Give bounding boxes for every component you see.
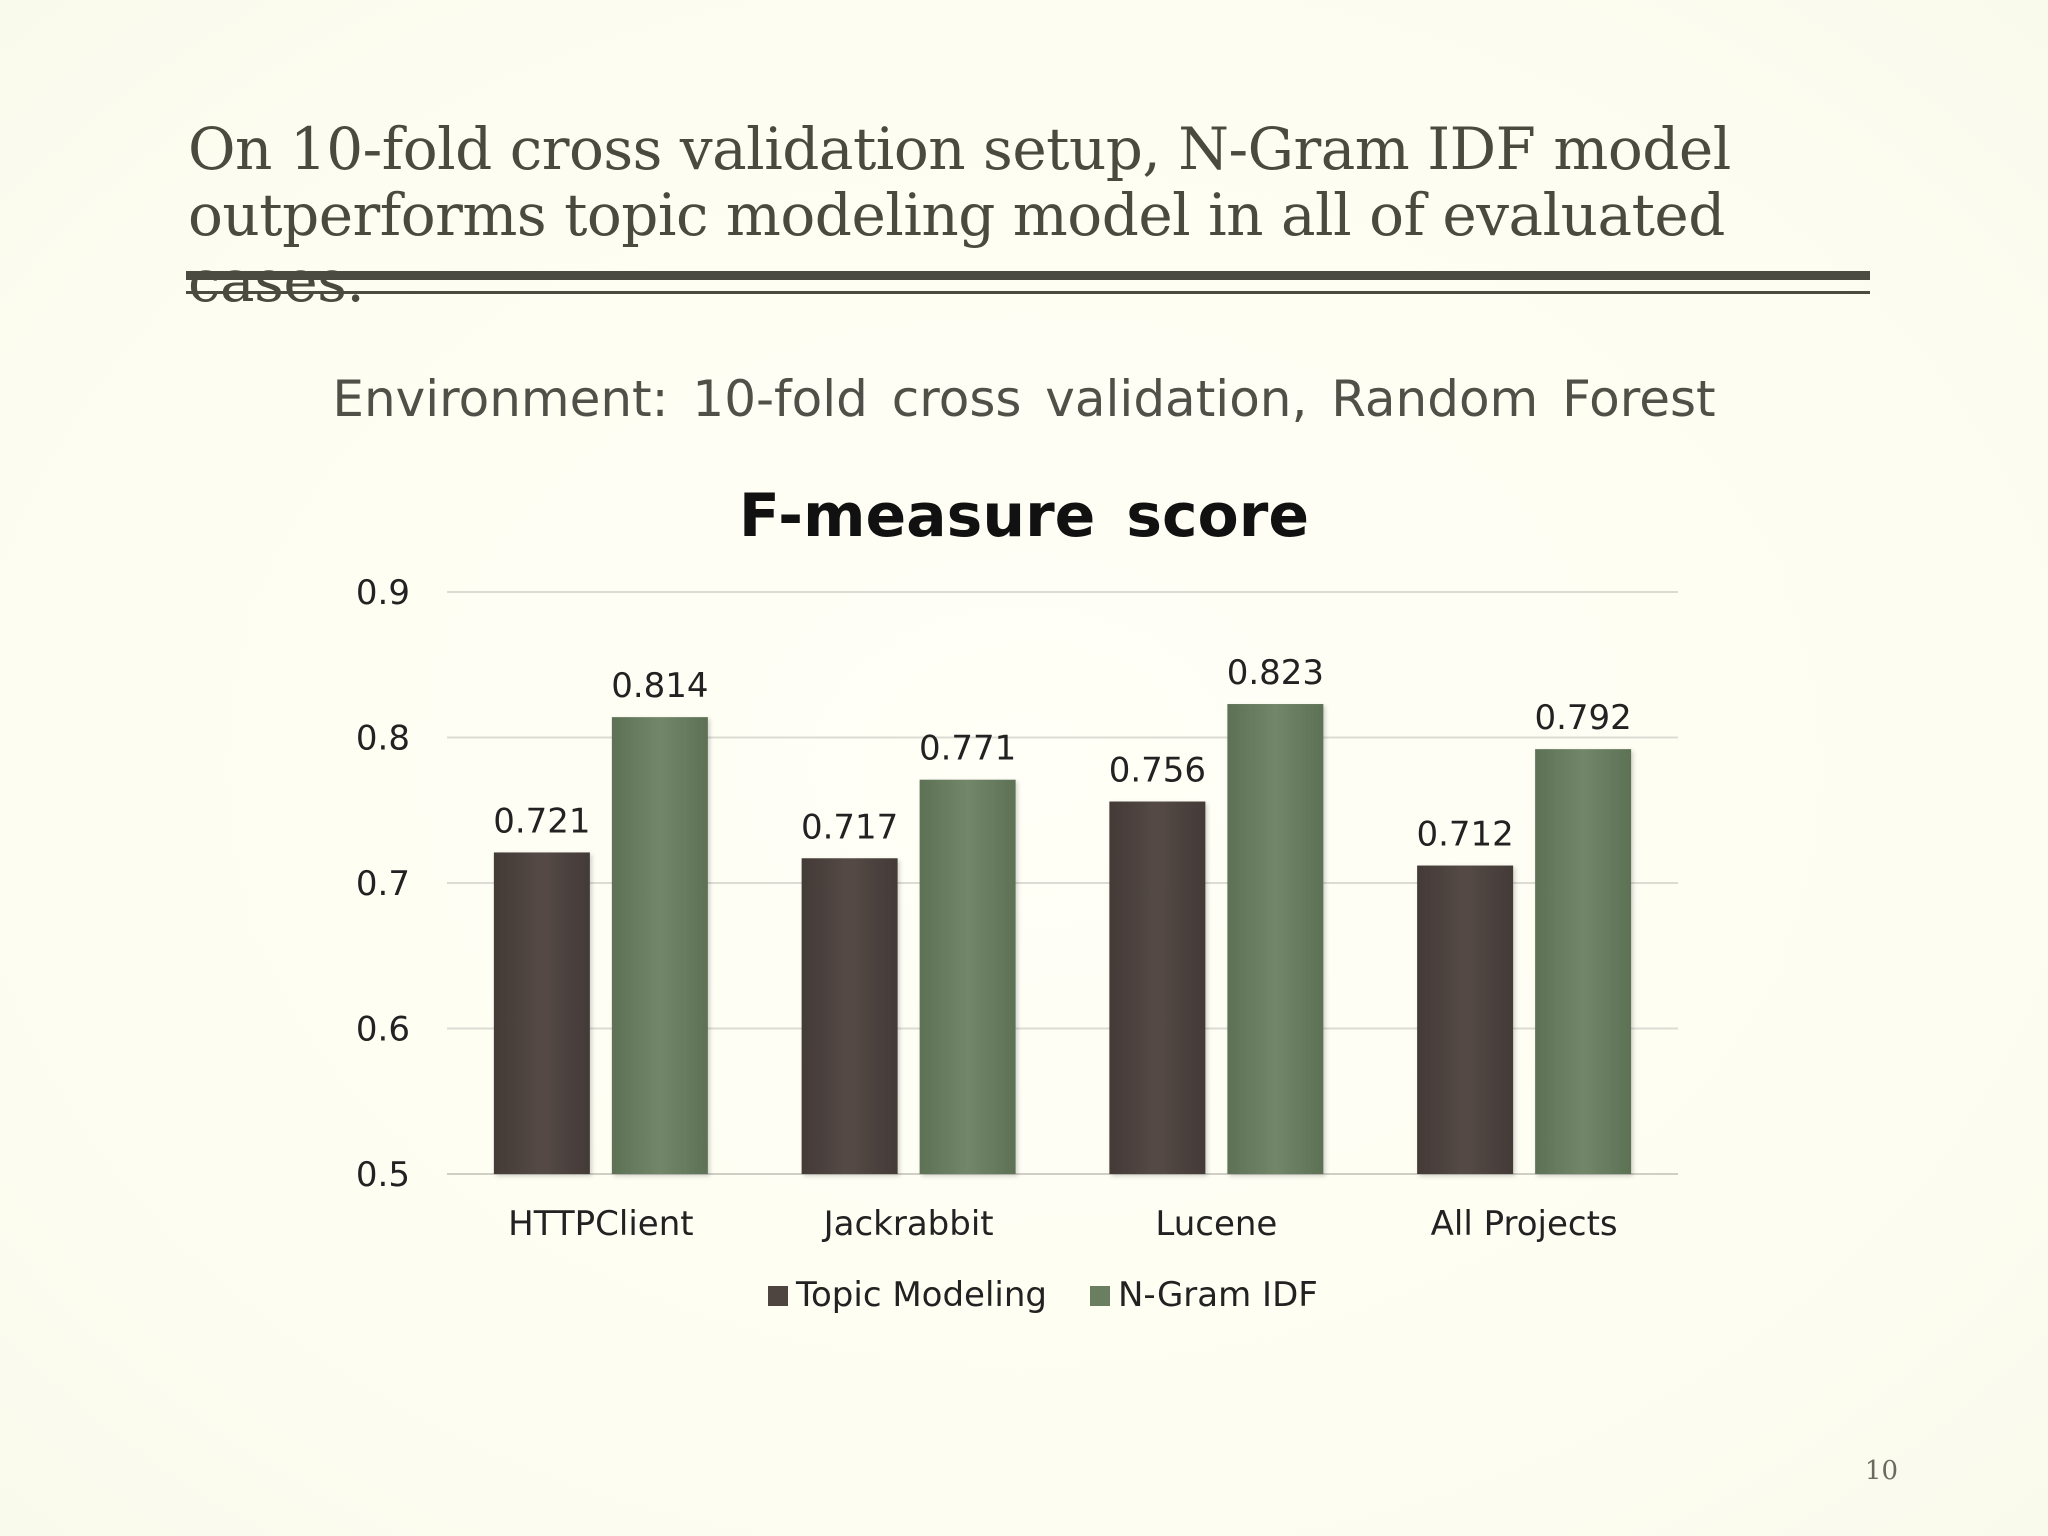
bar-ngram-idf <box>611 717 708 1174</box>
bar-ngram-idf <box>1535 749 1632 1174</box>
data-label: 0.792 <box>1534 698 1631 738</box>
data-label: 0.717 <box>801 807 898 847</box>
chart-title: F-measure score <box>739 481 1309 551</box>
y-tick-label: 0.9 <box>356 573 410 613</box>
bar-topic-modeling <box>1417 865 1514 1174</box>
title-rule-thin <box>186 291 1870 294</box>
data-label: 0.814 <box>611 666 708 706</box>
data-label: 0.721 <box>493 801 590 841</box>
y-tick-label: 0.5 <box>356 1155 410 1195</box>
title-rule-thick <box>186 271 1870 280</box>
bar-ngram-idf <box>1227 704 1324 1174</box>
bar-topic-modeling <box>493 852 590 1174</box>
legend-swatch <box>768 1286 788 1306</box>
bar-topic-modeling <box>801 858 898 1174</box>
bar-ngram-idf <box>919 779 1016 1174</box>
legend: Topic Modeling N-Gram IDF <box>768 1275 1318 1315</box>
y-tick-label: 0.7 <box>356 864 410 904</box>
y-axis-ticks: 0.5 0.6 0.7 0.8 0.9 <box>356 573 410 1195</box>
x-tick-label: Lucene <box>1155 1204 1277 1244</box>
data-label: 0.756 <box>1109 751 1206 791</box>
bar-topic-modeling <box>1109 801 1206 1174</box>
x-tick-label: HTTPClient <box>508 1204 693 1244</box>
slide-title: On 10-fold cross validation setup, N-Gra… <box>188 115 1731 315</box>
x-tick-label: All Projects <box>1431 1204 1618 1244</box>
data-labels: 0.721 0.814 0.717 0.771 0.756 0.823 0.712 0.792 <box>493 653 1632 855</box>
legend-label: N-Gram IDF <box>1118 1275 1318 1315</box>
data-label: 0.712 <box>1416 815 1513 855</box>
data-label: 0.771 <box>919 729 1016 769</box>
bars <box>493 704 1632 1174</box>
x-axis-ticks: HTTPClient Jackrabbit Lucene All Projects <box>508 1204 1617 1244</box>
legend-label: Topic Modeling <box>795 1275 1047 1315</box>
page-number: 10 <box>1864 1456 1898 1486</box>
x-tick-label: Jackrabbit <box>822 1204 994 1244</box>
legend-swatch <box>1090 1286 1110 1306</box>
y-tick-label: 0.6 <box>356 1010 410 1050</box>
y-tick-label: 0.8 <box>356 719 410 759</box>
data-label: 0.823 <box>1227 653 1324 693</box>
environment-subtitle: Environment: 10-fold cross validation, R… <box>332 370 1716 428</box>
